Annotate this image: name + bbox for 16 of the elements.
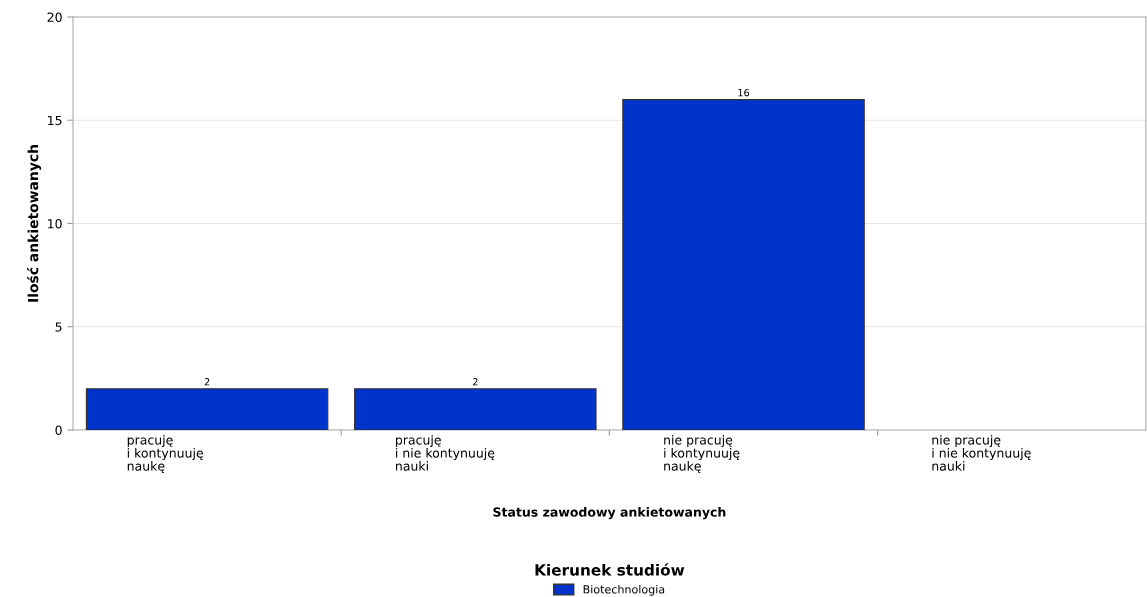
y-tick-label: 15 — [48, 115, 62, 126]
x-axis-title: Status zawodowy ankietowanych — [493, 507, 726, 520]
x-tick-label: pracuję i kontynuuję naukę — [127, 434, 204, 473]
x-tick-label: nie pracuję i nie kontynuuję nauki — [932, 434, 1031, 471]
data-label: 16 — [738, 88, 750, 97]
legend-title: Kierunek studiów — [535, 563, 685, 576]
y-tick-label: 20 — [47, 12, 62, 22]
data-label: 2 — [472, 378, 478, 386]
x-tick-label: pracuję i nie kontynuuję nauki — [395, 434, 495, 471]
y-tick-label: 10 — [48, 218, 62, 229]
y-tick-label: 5 — [55, 322, 62, 332]
x-tick-label: nie pracuję i kontynuuję naukę — [664, 434, 740, 473]
y-axis-title: Ilość ankietowanych — [27, 145, 42, 302]
y-tick-label: 0 — [55, 425, 62, 435]
legend-label: Biotechnologia — [583, 584, 665, 596]
data-label: 2 — [204, 378, 210, 386]
